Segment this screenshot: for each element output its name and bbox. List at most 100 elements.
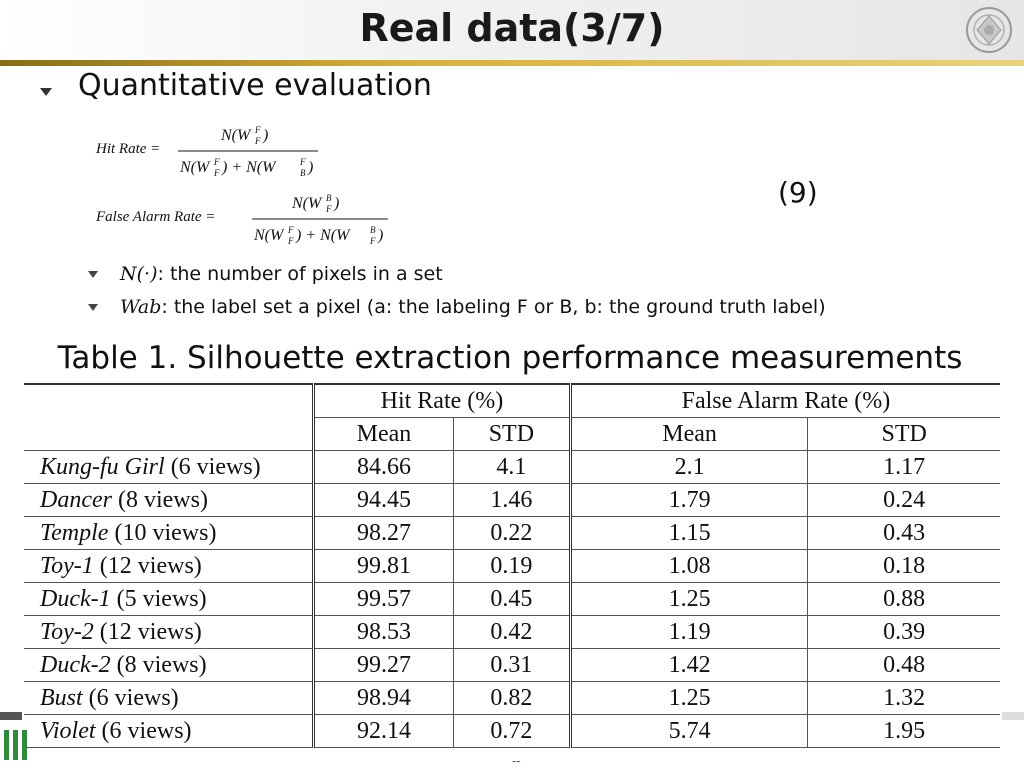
hit-rate-header: Hit Rate (%) — [313, 383, 572, 418]
dataset-name: Toy-2 — [40, 618, 94, 645]
false-alarm-rate-formula: False Alarm Rate = N(W B F ) N(W F F ) +… — [96, 188, 396, 250]
dataset-name: Duck-2 — [40, 651, 111, 678]
table-body: Kung-fu Girl (6 views) 84.66 4.1 2.1 1.17 Dan… — [24, 450, 1000, 748]
sub-bullet-arrow-icon — [88, 271, 98, 278]
far-mean-cell: 1.19 — [570, 615, 809, 649]
table-row: Violet (6 views) 92.14 0.72 5.74 1.95 — [24, 714, 1000, 748]
hit-std-cell: 0.22 — [453, 516, 572, 550]
far-mean-header: Mean — [570, 417, 809, 451]
far-mean-cell: 2.1 — [570, 450, 809, 484]
svg-text:): ) — [377, 227, 383, 244]
far-std-cell: 0.43 — [807, 516, 1000, 550]
svg-text:B: B — [370, 225, 376, 235]
svg-text:) + N(W: ) + N(W — [295, 227, 351, 244]
hit-mean-cell: 98.53 — [313, 615, 454, 649]
dataset-views: (6 views) — [88, 684, 179, 711]
bullet-text: Quantitative evaluation — [78, 68, 432, 103]
svg-text:) + N(W: ) + N(W — [221, 159, 277, 176]
sub-bullet-n: N(·): the number of pixels in a set — [88, 263, 443, 285]
dataset-name-cell: Violet (6 views) — [24, 714, 315, 748]
dataset-views: (12 views) — [99, 618, 202, 645]
dataset-name-cell: Bust (6 views) — [24, 681, 315, 715]
svg-text:): ) — [262, 127, 268, 144]
hit-mean-header: Mean — [313, 417, 454, 451]
hit-mean-cell: 94.45 — [313, 483, 454, 517]
table-sub-header-row: Mean STD Mean STD — [24, 417, 1000, 451]
equation-number: (9) — [778, 176, 818, 209]
far-mean-cell: 1.15 — [570, 516, 809, 550]
table-row: Duck-1 (5 views) 99.57 0.45 1.25 0.88 — [24, 582, 1000, 616]
hit-mean-cell: 92.14 — [313, 714, 454, 748]
sub-bullet-w: Wab: the label set a pixel (a: the label… — [88, 296, 826, 318]
hit-mean-cell: 98.27 — [313, 516, 454, 550]
far-std-cell: 1.17 — [807, 450, 1000, 484]
table-row: Bust (6 views) 98.94 0.82 1.25 1.32 — [24, 681, 1000, 715]
svg-text:B: B — [300, 168, 306, 178]
dataset-name-cell: Duck-1 (5 views) — [24, 582, 315, 616]
dataset-views: (12 views) — [99, 552, 202, 579]
dataset-views: (5 views) — [116, 585, 207, 612]
hit-mean-cell: 84.66 — [313, 450, 454, 484]
svg-text:F: F — [287, 236, 294, 246]
footer-logo-icon — [0, 712, 27, 760]
table-caption: Table 1. Silhouette extraction performan… — [57, 340, 963, 376]
dataset-name-cell: Duck-2 (8 views) — [24, 648, 315, 682]
hit-std-cell: 0.19 — [453, 549, 572, 583]
hit-std-cell: 4.1 — [453, 450, 572, 484]
hit-mean-cell: 99.57 — [313, 582, 454, 616]
hit-std-cell: 0.31 — [453, 648, 572, 682]
hit-std-cell: 0.82 — [453, 681, 572, 715]
far-std-cell: 0.88 — [807, 582, 1000, 616]
w-symbol: Wab — [120, 296, 161, 318]
far-std-cell: 0.48 — [807, 648, 1000, 682]
bullet-arrow-icon — [40, 88, 52, 96]
hit-std-cell: 0.42 — [453, 615, 572, 649]
hit-mean-cell: 99.27 — [313, 648, 454, 682]
far-std-cell: 0.18 — [807, 549, 1000, 583]
far-mean-cell: 5.74 — [570, 714, 809, 748]
n-symbol: N(·) — [120, 263, 158, 285]
hit-std-header: STD — [453, 417, 572, 451]
empty-header-cell — [24, 383, 315, 451]
svg-text:N(W: N(W — [220, 127, 252, 144]
hit-std-cell: 1.46 — [453, 483, 572, 517]
far-mean-cell: 1.25 — [570, 681, 809, 715]
dataset-views: (6 views) — [170, 453, 261, 480]
svg-text:F: F — [213, 168, 220, 178]
w-symbol-text: Wab — [120, 296, 162, 318]
table-row: Toy-1 (12 views) 99.81 0.19 1.08 0.18 — [24, 549, 1000, 583]
hit-rate-fraction: N(W F F ) N(W F F ) + N(W F B ) — [178, 125, 318, 178]
far-mean-cell: 1.79 — [570, 483, 809, 517]
w-description: : the label set a pixel (a: the labeling… — [161, 296, 826, 318]
dataset-name: Duck-1 — [40, 585, 111, 612]
slide-header — [0, 0, 1024, 60]
dataset-name-cell: Kung-fu Girl (6 views) — [24, 450, 315, 484]
far-std-header: STD — [807, 417, 1000, 451]
dataset-name-cell: Dancer (8 views) — [24, 483, 315, 517]
bullet-quantitative-evaluation: Quantitative evaluation — [38, 68, 432, 103]
far-mean-cell: 1.42 — [570, 648, 809, 682]
slide-title: Real data(3/7) — [359, 6, 665, 50]
svg-text:N(W: N(W — [179, 159, 211, 176]
svg-text:): ) — [307, 159, 313, 176]
svg-text:N(W: N(W — [291, 195, 323, 212]
table-row: Temple (10 views) 98.27 0.22 1.15 0.43 — [24, 516, 1000, 550]
hit-rate-formula: Hit Rate = N(W F F ) N(W F F ) + N(W F B… — [96, 120, 336, 180]
university-seal-icon — [966, 7, 1012, 53]
svg-text:F: F — [299, 157, 306, 167]
svg-text:): ) — [333, 195, 339, 212]
dataset-name: Dancer — [40, 486, 112, 513]
svg-text:F: F — [325, 204, 332, 214]
dataset-views: (6 views) — [101, 717, 192, 744]
dataset-name: Toy-1 — [40, 552, 94, 579]
dataset-name: Violet — [40, 717, 96, 744]
table-row: Toy-2 (12 views) 98.53 0.42 1.19 0.39 — [24, 615, 1000, 649]
sub-bullet-arrow-icon — [88, 304, 98, 311]
table-group-header-row: Hit Rate (%) False Alarm Rate (%) — [24, 383, 1000, 451]
n-description: : the number of pixels in a set — [157, 263, 443, 285]
far-std-cell: 0.39 — [807, 615, 1000, 649]
dataset-name: Kung-fu Girl — [40, 453, 165, 480]
far-mean-cell: 1.08 — [570, 549, 809, 583]
false-alarm-rate-label: False Alarm Rate = — [96, 209, 216, 225]
false-alarm-rate-fraction: N(W B F ) N(W F F ) + N(W B F ) — [252, 193, 388, 246]
